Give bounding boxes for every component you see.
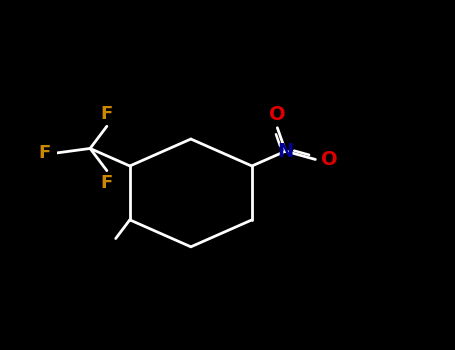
Text: O: O [321, 150, 337, 169]
Text: F: F [39, 144, 51, 162]
Text: N: N [278, 142, 293, 161]
Text: F: F [101, 105, 113, 123]
Text: O: O [269, 105, 286, 124]
Text: F: F [101, 174, 113, 192]
